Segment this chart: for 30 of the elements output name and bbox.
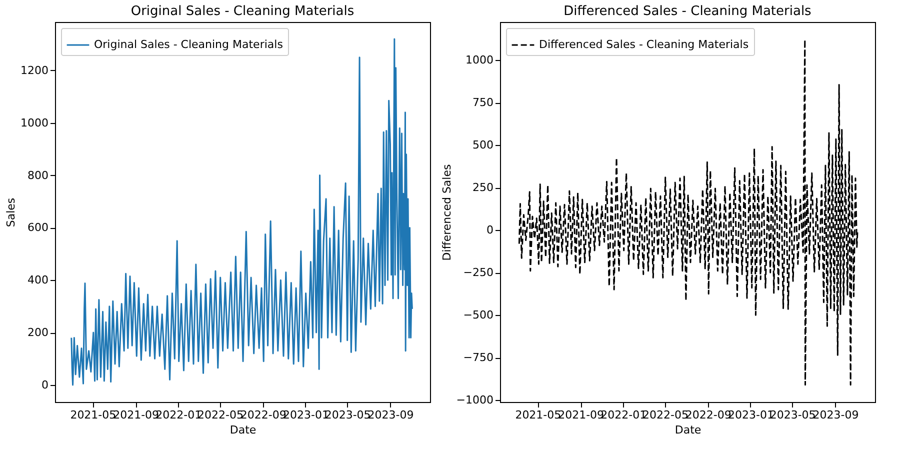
legend-label: Differenced Sales - Cleaning Materials [539,38,749,51]
y-tick-label: 1000 [20,116,48,130]
x-tick-label: 2023-09 [368,408,414,422]
y-tick-label: 400 [28,274,48,287]
y-tick-label: −250 [463,266,494,280]
y-tick-label: 1000 [466,54,494,67]
y-tick-label: 500 [472,138,494,152]
x-tick-label: 2021-05 [70,408,116,422]
y-tick-label: 750 [472,96,494,110]
y-tick-label: 600 [28,221,48,234]
line-series [70,38,413,386]
legend-label: Original Sales - Cleaning Materials [94,38,284,51]
y-tick-label: 200 [28,326,48,340]
y-tick-label: 0 [42,378,48,392]
y-tick-label: 800 [28,168,48,182]
y-axis-title: Sales [4,198,18,228]
line-series [518,38,858,386]
y-tick-label: −1000 [456,394,494,407]
x-tick-label: 2021-05 [515,408,562,422]
chart-title: Differenced Sales - Cleaning Materials [564,4,812,19]
chart-title: Original Sales - Cleaning Materials [130,4,354,19]
y-tick-label: 0 [486,224,494,237]
y-tick-label: 1200 [20,64,48,77]
y-tick-label: 250 [472,181,494,194]
x-tick-label: 2023-09 [812,408,859,422]
y-tick-label: −500 [463,308,494,322]
y-tick-label: −750 [463,351,494,364]
x-axis-title: Date [230,424,256,436]
y-axis-title: Differenced Sales [440,164,454,261]
x-axis-title: Date [674,424,702,436]
